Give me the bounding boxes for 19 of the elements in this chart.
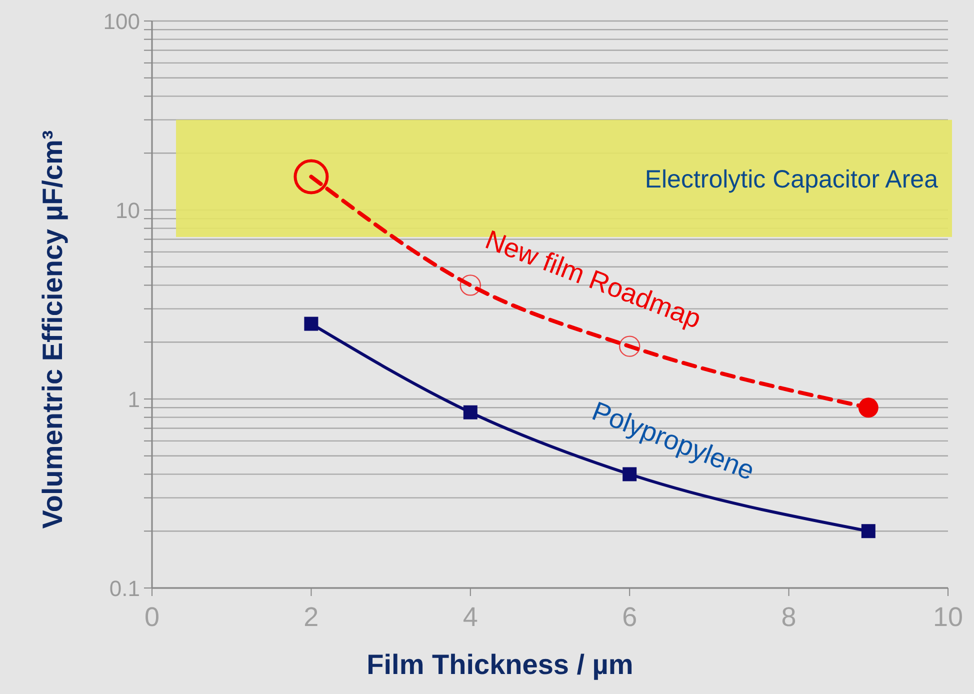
x-axis-title: Film Thickness / µm: [366, 649, 634, 680]
point: [861, 524, 876, 538]
x-tick-label: 8: [781, 602, 796, 632]
y-axis-title: Volumentric Efficiency µF/cm³: [37, 130, 68, 529]
x-tick-label: 4: [462, 602, 478, 632]
y-tick-label: 10: [116, 198, 140, 223]
x-tick-label: 0: [144, 602, 160, 632]
x-tick-label: 10: [932, 602, 964, 632]
point: [463, 405, 478, 420]
point: [460, 274, 481, 296]
point: [304, 316, 318, 331]
x-tick-label: 2: [304, 602, 319, 632]
x-tick-label: 6: [622, 602, 638, 632]
y-tick-label: 1: [128, 387, 140, 412]
y-tick-label: 100: [103, 9, 140, 34]
band-label: Electrolytic Capacitor Area: [644, 165, 938, 194]
point: [858, 398, 878, 418]
point: [619, 336, 640, 357]
y-tick-label: 0.1: [109, 576, 140, 601]
